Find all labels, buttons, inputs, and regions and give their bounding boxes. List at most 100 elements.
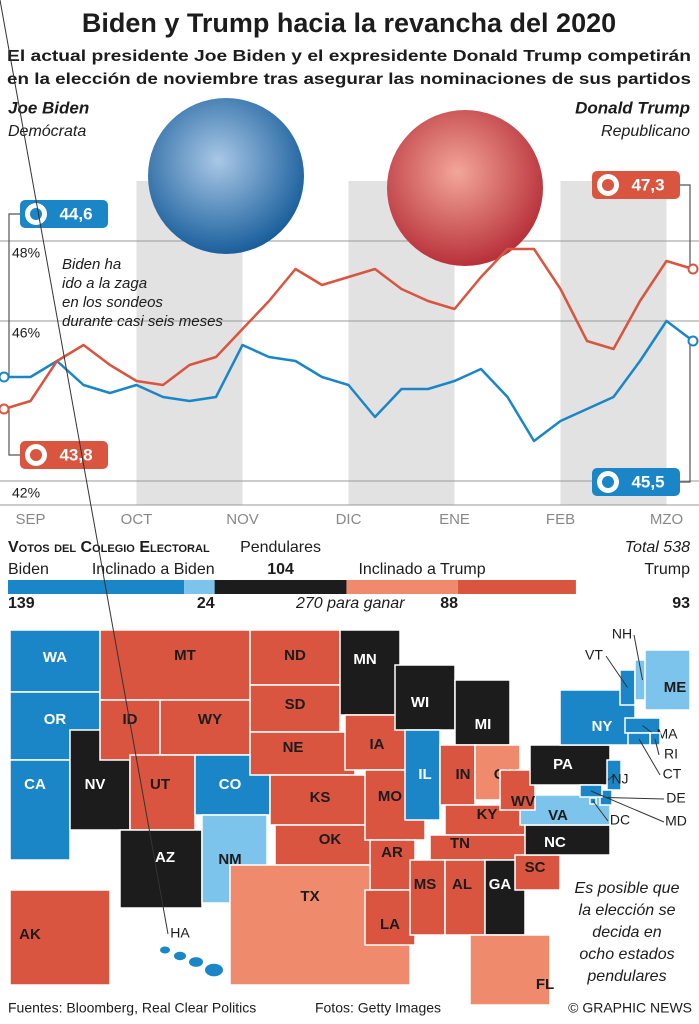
state-label: MO — [378, 788, 402, 805]
end-point — [687, 335, 699, 347]
state-label: ID — [123, 711, 138, 728]
state-label: NE — [283, 739, 304, 756]
line-1 — [3, 247, 694, 411]
leader-line — [638, 738, 661, 776]
state-label: AK — [19, 926, 41, 943]
connector — [680, 184, 691, 269]
state-label: NC — [544, 834, 566, 851]
state-label: TN — [450, 835, 470, 852]
annotation: Biden ha — [62, 256, 121, 273]
party-biden: Demócrata — [8, 123, 86, 140]
state — [469, 934, 551, 1006]
state-label: KS — [310, 789, 331, 806]
bar-segment — [458, 580, 576, 594]
total: Total 538 — [625, 539, 690, 556]
bar-segment — [8, 580, 185, 594]
leader-line — [592, 800, 609, 822]
state — [404, 729, 441, 821]
state-label: WV — [511, 793, 535, 810]
bar-label: Pendulares — [240, 539, 321, 556]
y-tick-label: 42% — [12, 485, 40, 501]
x-tick-label: NOV — [226, 511, 259, 528]
x-tick-label: FEB — [546, 511, 575, 528]
end-point — [0, 371, 10, 383]
leader-line — [605, 797, 665, 800]
state-label: AZ — [155, 849, 175, 866]
state-label: MS — [414, 876, 437, 893]
photo-credit: Fotos: Getty Images — [315, 1000, 441, 1016]
state — [369, 839, 416, 891]
leader-line — [607, 774, 615, 781]
state — [119, 829, 203, 909]
value-label: 45,5 — [631, 472, 664, 491]
state-label: LA — [380, 916, 400, 933]
state-label: MN — [353, 651, 376, 668]
bar-label: 139 — [8, 595, 35, 612]
threshold-label: para ganar — [326, 595, 405, 612]
value-label: 43,8 — [59, 445, 92, 464]
bar-segment — [214, 580, 347, 594]
state-label: OK — [319, 831, 342, 848]
state-label: CA — [24, 776, 46, 793]
state-label: DC — [610, 812, 630, 828]
state — [189, 957, 203, 967]
map: WA OR CA NV MT ID WY UT CO AZ NM ND SD NE KS OK TX MN IA MO… — [0, 0, 691, 1006]
state-label: FL — [536, 976, 554, 993]
end-point — [687, 263, 699, 275]
state — [129, 754, 196, 831]
subtitle: en la elección de noviembre tras asegura… — [7, 71, 691, 88]
bar-title: Votos del Colegio Electoral — [8, 539, 210, 556]
state — [99, 699, 161, 761]
state-label: KY — [477, 806, 498, 823]
legend-biden: Joe Biden — [8, 98, 89, 117]
end-point — [0, 403, 10, 415]
state — [9, 759, 71, 861]
annotation: durante casi seis meses — [62, 313, 223, 330]
badge-icon-inner — [30, 208, 42, 220]
legend-trump: Donald Trump — [575, 98, 690, 117]
state-label: NH — [612, 626, 632, 642]
state — [644, 649, 691, 711]
state-label: NJ — [611, 771, 628, 787]
bar-label: Trump — [644, 561, 690, 578]
state-label: VA — [548, 807, 568, 824]
leader-line — [605, 655, 628, 688]
state — [444, 859, 486, 936]
photo-trump — [387, 110, 543, 266]
x-tick-label: OCT — [121, 511, 153, 528]
state-label: SC — [525, 859, 546, 876]
bar-label: Inclinado a Trump — [358, 561, 485, 578]
map-note: ocho estados — [579, 946, 674, 963]
state — [454, 679, 511, 746]
bar-segment — [184, 580, 215, 594]
state-label: SD — [285, 696, 306, 713]
threshold-value: 270 — [295, 595, 323, 612]
connector — [680, 341, 691, 483]
state-label: MI — [475, 716, 492, 733]
state — [99, 629, 251, 701]
value-label: 44,6 — [59, 204, 92, 223]
annotation: en los sondeos — [62, 294, 163, 311]
state-label: DE — [666, 790, 685, 806]
party-trump: Republicano — [601, 123, 690, 140]
bar-label: 104 — [267, 561, 294, 578]
state-label: IL — [418, 766, 431, 783]
title: Biden y Trump hacia la revancha del 2020 — [82, 8, 616, 38]
value-label: 47,3 — [631, 175, 664, 194]
bar-segment — [346, 580, 459, 594]
state — [160, 946, 170, 954]
annotation: ido a la zaga — [62, 275, 147, 292]
state-label: IN — [456, 766, 471, 783]
state-label: MT — [174, 647, 196, 664]
state — [364, 889, 416, 946]
map-note: Es posible que — [575, 880, 680, 897]
connector — [8, 409, 20, 456]
chart-foreground: Biden ha ido a la zaga en los sondeos duran… — [0, 171, 699, 496]
state-label: NV — [85, 776, 106, 793]
state-label: MD — [665, 813, 687, 829]
state-label: CO — [219, 776, 242, 793]
bar-label: Inclinado a Biden — [92, 561, 215, 578]
state — [249, 629, 341, 686]
badge-icon-inner — [602, 179, 614, 191]
total-value: 538 — [663, 539, 690, 556]
